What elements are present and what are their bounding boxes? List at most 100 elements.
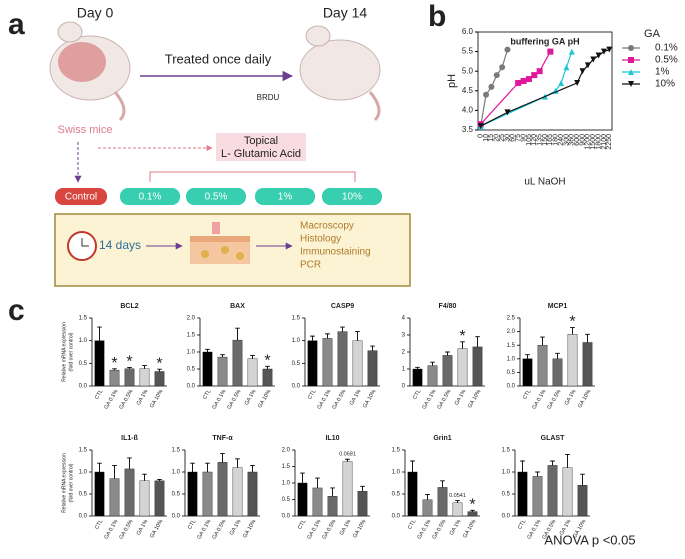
group-pill <box>322 188 382 205</box>
point <box>515 79 522 86</box>
legend-title: GA <box>644 28 661 40</box>
error-bar <box>220 354 225 358</box>
error-bar <box>475 336 480 347</box>
footer: ANOVA p <0.05 <box>544 532 635 547</box>
x-tick-label: GA 1% <box>136 389 150 407</box>
y-axis-label: (fold over control) <box>68 332 74 371</box>
legend-label: 1% <box>655 67 670 78</box>
y-tick-label: 0.0 <box>282 514 291 520</box>
annotation: * <box>459 328 465 345</box>
point <box>563 64 570 71</box>
bar <box>312 487 323 517</box>
day-label: Day 0 <box>77 5 114 21</box>
x-tick-label: GA 0.5% <box>211 519 227 541</box>
duration: 14 days <box>99 238 141 252</box>
y-tick-label: 6.0 <box>462 27 474 36</box>
error-bar <box>250 354 255 359</box>
point <box>477 123 484 130</box>
bar <box>337 331 348 387</box>
bar <box>307 340 318 387</box>
bar <box>247 471 258 517</box>
analysis: Immunostaining <box>300 247 371 258</box>
x-tick-label: GA 10% <box>242 519 257 540</box>
x-tick-label: GA 0.1% <box>103 519 119 541</box>
x-tick-label: GA 1% <box>229 519 243 537</box>
group-pill <box>186 188 246 205</box>
annotation: 0.0681 <box>339 452 356 458</box>
y-tick-label: 1.5 <box>172 448 181 454</box>
annotation: * <box>569 314 575 331</box>
group-pill <box>55 188 107 205</box>
y-axis-label: Relative mRNA expression <box>61 322 67 382</box>
mouse-illustration <box>299 25 381 122</box>
legend-marker <box>628 57 634 63</box>
error-bar <box>127 366 132 369</box>
y-tick-label: 2 <box>402 350 406 356</box>
y-tick-label: 1.5 <box>507 343 516 349</box>
error-bar <box>325 333 330 339</box>
annotation: * <box>111 355 117 372</box>
treatment: Treated once daily <box>165 51 272 66</box>
error-bar <box>300 472 305 483</box>
bar <box>327 496 338 517</box>
y-tick-label: 2.5 <box>507 316 516 322</box>
y-tick-label: 1.0 <box>79 470 88 476</box>
y-tick-label: 0.5 <box>187 367 196 373</box>
y-tick-label: 2.0 <box>187 316 196 322</box>
x-tick-label: GA 0.1% <box>103 389 119 411</box>
x-tick-label: GA 10% <box>352 519 367 540</box>
bar <box>412 368 423 387</box>
y-tick-label: 0.0 <box>507 384 516 390</box>
y-tick-label: 0.0 <box>502 514 511 520</box>
x-tick-label: CTL <box>517 519 527 531</box>
x-tick-label: GA 10% <box>362 389 377 410</box>
y-tick-label: 2.0 <box>507 329 516 335</box>
point <box>574 79 581 86</box>
chart-title: BCL2 <box>120 303 138 310</box>
y-tick-label: 3.5 <box>462 125 474 134</box>
group-label: 10% <box>342 192 362 203</box>
x-tick-label: GA 1% <box>449 519 463 537</box>
application: Topical <box>244 135 278 147</box>
x-tick-label: 150 <box>542 134 549 146</box>
point <box>606 46 613 53</box>
error-bar <box>157 479 162 481</box>
point <box>525 76 532 83</box>
point <box>504 109 511 116</box>
x-tick-label: 1500 <box>590 134 597 150</box>
group-label: 1% <box>278 192 293 203</box>
bar <box>472 346 483 387</box>
x-tick-label: GA 0.1% <box>211 389 227 411</box>
x-tick-label: 2100 <box>601 134 608 150</box>
x-tick-label: GA 0.1% <box>416 519 432 541</box>
bar <box>94 340 105 387</box>
y-tick-label: 1.0 <box>172 470 181 476</box>
x-tick-label: 25 <box>499 134 506 142</box>
error-bar <box>97 326 102 341</box>
x-tick-label: GA 0.1% <box>306 519 322 541</box>
point <box>504 46 511 53</box>
bar <box>452 502 463 517</box>
error-bar <box>370 345 375 351</box>
model: Swiss mice <box>57 124 112 136</box>
x-tick-label: GA 10% <box>577 389 592 410</box>
error-bar <box>310 335 315 341</box>
legend-label: 10% <box>655 79 675 90</box>
panel-label: c <box>8 294 25 327</box>
error-bar <box>220 453 225 463</box>
annotation: * <box>264 352 270 369</box>
y-tick-label: 1.5 <box>79 448 88 454</box>
analysis: PCR <box>300 260 321 271</box>
y-tick-label: 0.0 <box>79 384 88 390</box>
error-bar <box>315 477 320 488</box>
x-tick-label: 165 <box>547 134 554 146</box>
bar <box>202 351 213 387</box>
x-tick-label: GA 1% <box>349 389 363 407</box>
bar <box>567 334 578 387</box>
x-tick-label: GA 10% <box>462 519 477 540</box>
x-tick-label: 105 <box>526 134 533 146</box>
y-tick-label: 0.5 <box>502 492 511 498</box>
x-tick-label: GA 0.5% <box>331 389 347 411</box>
bar <box>577 485 588 517</box>
